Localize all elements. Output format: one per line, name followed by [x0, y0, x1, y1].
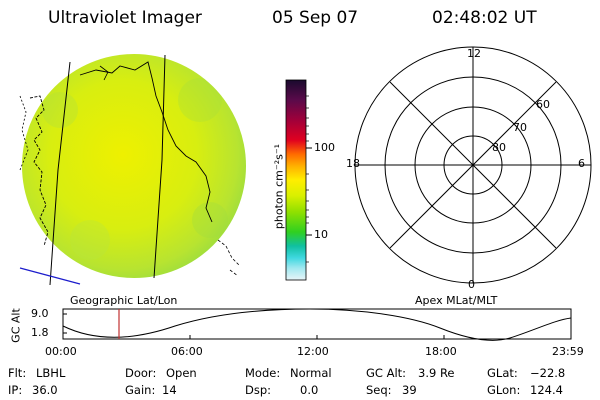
- altitude-xtick-0: 00:00: [45, 345, 77, 358]
- lat-label-80: 80: [492, 141, 506, 154]
- info-mode-label: Mode:: [245, 366, 281, 380]
- colorbar-minor-ticks: [306, 95, 309, 263]
- mlt-label-12: 12: [467, 47, 481, 60]
- altitude-ytick-low: 1.8: [31, 326, 49, 339]
- info-seq-label: Seq:: [366, 383, 392, 397]
- altitude-curve: [62, 308, 572, 341]
- meridian-line-2: [153, 54, 166, 279]
- info-gcalt-value: 3.9 Re: [418, 366, 455, 380]
- altitude-xtick-1: 06:00: [171, 345, 203, 358]
- colorbar-label-100: 100: [314, 141, 335, 154]
- lat-label-60: 60: [536, 98, 550, 111]
- info-flt-value: LBHL: [36, 366, 66, 380]
- colorbar-gradient: [285, 79, 307, 281]
- altitude-xtick-3: 18:00: [425, 345, 457, 358]
- info-ip-value: 36.0: [32, 383, 58, 397]
- coastline-west: [29, 95, 49, 247]
- altitude-ytick-high: 9.0: [31, 307, 49, 320]
- mlt-label-6: 6: [578, 157, 585, 170]
- latitude-line: [19, 267, 81, 285]
- lat-label-70: 70: [513, 121, 527, 134]
- polar-caption: Apex MLat/MLT: [415, 294, 498, 307]
- altitude-ylabel: GC Alt: [9, 308, 23, 343]
- colorbar-unit: photon cm⁻²s⁻¹: [272, 143, 286, 230]
- title-bar: Ultraviolet Imager 05 Sep 07 02:48:02 UT: [0, 0, 600, 40]
- info-glon-label: GLon:: [487, 383, 521, 397]
- colorbar: [285, 79, 312, 281]
- info-glon-value: 124.4: [530, 383, 563, 397]
- image-caption: Geographic Lat/Lon: [70, 294, 178, 307]
- polar-diagonal-2: [389, 81, 557, 249]
- altitude-plot: [62, 308, 572, 341]
- altitude-plot-frame: [62, 308, 572, 340]
- info-door-label: Door:: [125, 366, 157, 380]
- info-dsp-value: 0.0: [300, 383, 319, 397]
- polar-plot: [354, 46, 592, 284]
- image-noise: [42, 78, 228, 260]
- info-glat-value: −22.8: [530, 366, 566, 380]
- info-gain-label: Gain:: [125, 383, 156, 397]
- earth-disk: [22, 54, 246, 278]
- altitude-xtick-2: 12:00: [297, 345, 329, 358]
- instrument-title: Ultraviolet Imager: [48, 8, 202, 28]
- coastline-south: [217, 239, 241, 277]
- mlt-label-18: 18: [346, 157, 360, 170]
- date-label: 05 Sep 07: [272, 8, 359, 28]
- coastline-east: [79, 61, 213, 223]
- altitude-x-ticks: [63, 313, 445, 339]
- time-label: 02:48:02 UT: [432, 8, 537, 28]
- info-gain-value: 14: [162, 383, 177, 397]
- colorbar-label-10: 10: [314, 228, 328, 241]
- coastline-north: [99, 65, 109, 81]
- info-glat-label: GLat:: [487, 366, 518, 380]
- info-door-value: Open: [166, 366, 197, 380]
- info-gcalt-label: GC Alt:: [366, 366, 407, 380]
- info-dsp-label: Dsp:: [245, 383, 272, 397]
- info-ip-label: IP:: [8, 383, 23, 397]
- altitude-xtick-4: 23:59: [552, 345, 584, 358]
- meridian-line-1: [49, 61, 71, 286]
- uv-image-panel: [19, 54, 246, 286]
- mlt-label-0: 0: [468, 278, 475, 291]
- info-flt-label: Flt:: [8, 366, 27, 380]
- info-mode-value: Normal: [290, 366, 332, 380]
- info-seq-value: 39: [402, 383, 417, 397]
